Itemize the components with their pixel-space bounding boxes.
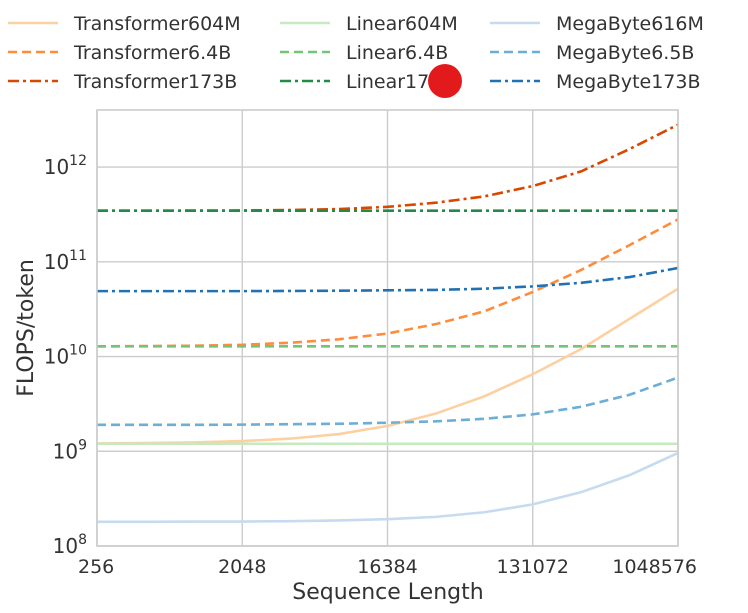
legend: Transformer604M Transformer6.4B Transforme… [8,13,704,93]
y-axis-label: FLOPS/token [14,259,39,397]
legend-entry: Linear604M [280,13,458,35]
legend-label: MegaByte173B [556,71,701,93]
legend-label: Linear6.4B [346,42,448,64]
y-tick-label: 108 [53,532,87,558]
legend-entry: MegaByte173B [490,71,701,93]
y-tick-base: 10 [53,534,78,558]
y-tick-exponent: 11 [69,248,87,264]
y-tick-exponent: 12 [69,153,87,169]
legend-label: Transformer173B [73,71,237,93]
legend-label: Transformer604M [73,13,241,35]
plot-border [96,109,679,547]
x-axis-ticks: 256 2048 16384 131072 1048576 [78,556,697,578]
y-tick-label: 1011 [44,248,87,274]
legend-entry: Transformer173B [8,71,237,93]
y-tick-exponent: 9 [78,437,87,453]
legend-entry: Transformer6.4B [8,42,231,64]
x-axis-label: Sequence Length [292,580,483,605]
x-tick-label: 131072 [496,556,569,578]
y-tick-exponent: 8 [78,532,87,548]
y-tick-base: 10 [44,250,69,274]
y-tick-label: 1012 [44,153,87,179]
series-line-megabyte616m [97,451,679,524]
legend-entry: MegaByte6.5B [490,42,694,64]
x-tick-label: 1048576 [612,556,697,578]
y-tick-base: 10 [44,155,69,179]
y-tick-base: 10 [53,439,78,463]
legend-label: MegaByte616M [556,13,704,35]
x-tick-label: 2048 [218,556,266,578]
red-dot-marker[interactable] [428,64,462,98]
legend-entry: Linear173B [280,71,454,93]
y-tick-exponent: 10 [69,343,87,359]
x-tick-label: 256 [78,556,114,578]
series-group [96,123,679,524]
legend-entry: MegaByte616M [490,13,704,35]
legend-label: MegaByte6.5B [556,42,694,64]
y-tick-label: 1010 [44,343,87,369]
x-tick-label: 16384 [357,556,417,578]
y-tick-base: 10 [44,345,69,369]
series-line-transformer604m [96,287,679,445]
legend-entry: Linear6.4B [280,42,448,64]
legend-label: Transformer6.4B [73,42,231,64]
series-line-transformer6-4b [96,218,679,348]
legend-label: Linear173B [346,71,454,93]
legend-label: Linear604M [346,13,458,35]
series-line-megabyte173b [97,266,679,293]
legend-entry: Transformer604M [8,13,241,35]
plot-frame [96,109,679,547]
y-tick-label: 109 [53,437,87,463]
